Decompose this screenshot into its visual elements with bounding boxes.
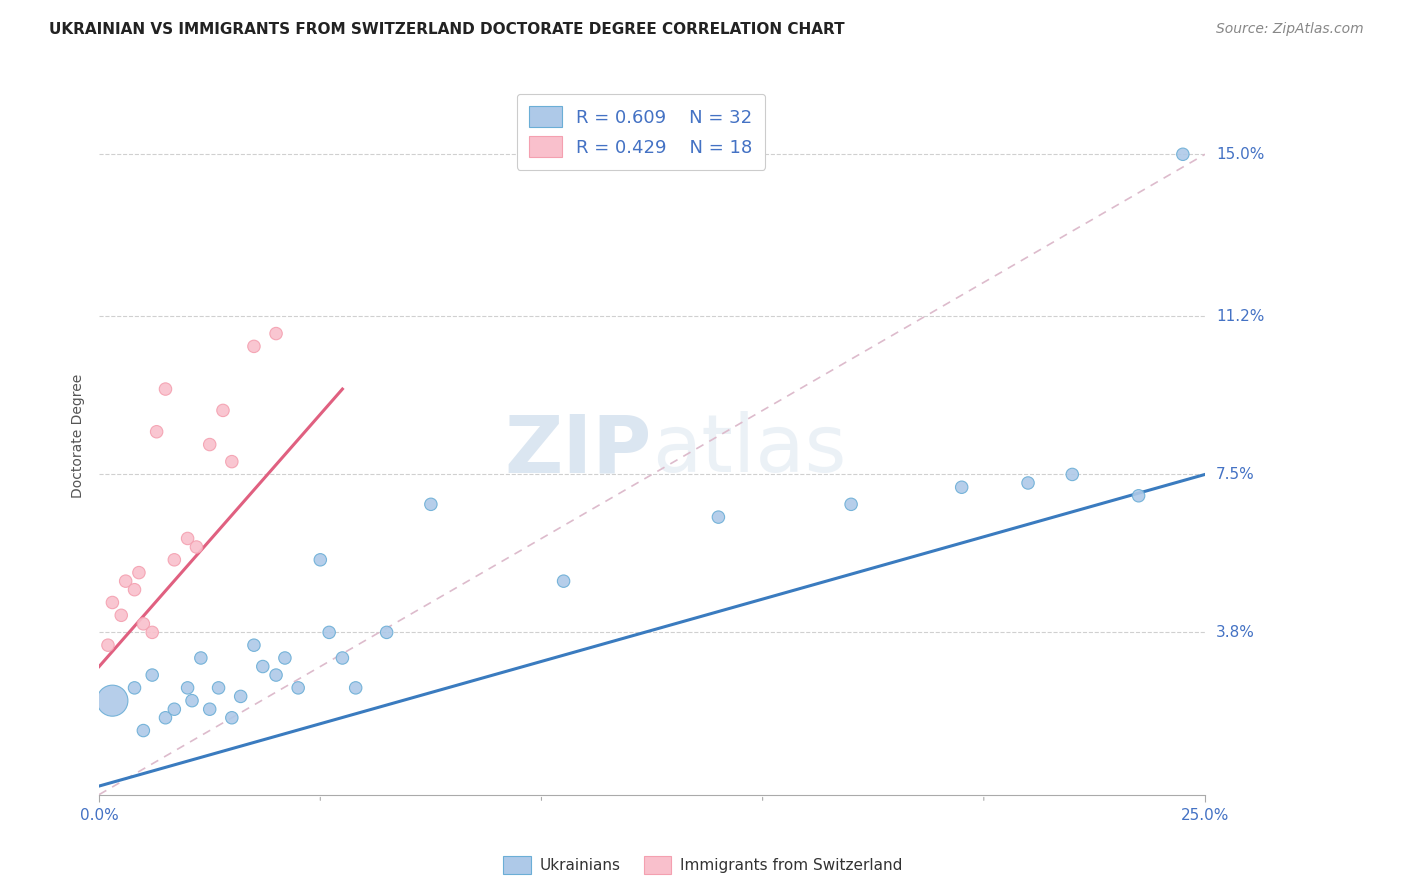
Text: ZIP: ZIP — [505, 411, 652, 490]
Point — [163, 702, 186, 716]
Point — [264, 326, 287, 341]
Point — [114, 574, 136, 589]
Point — [221, 455, 243, 469]
Point — [101, 595, 124, 609]
Point — [332, 651, 354, 665]
Point — [229, 690, 252, 704]
Text: 7.5%: 7.5% — [1216, 467, 1254, 482]
Point — [190, 651, 212, 665]
Point — [274, 651, 297, 665]
Y-axis label: Doctorate Degree: Doctorate Degree — [72, 374, 86, 498]
Point — [97, 638, 120, 652]
Point — [1171, 147, 1194, 161]
Point — [419, 497, 441, 511]
Point — [344, 681, 367, 695]
Point — [221, 711, 243, 725]
Point — [132, 723, 155, 738]
Point — [287, 681, 309, 695]
Point — [124, 681, 146, 695]
Point — [1128, 489, 1150, 503]
Point — [128, 566, 150, 580]
Point — [198, 437, 221, 451]
Point — [155, 382, 177, 396]
Text: 3.8%: 3.8% — [1216, 625, 1256, 640]
Point — [839, 497, 862, 511]
Point — [141, 625, 163, 640]
Legend: R = 0.609    N = 32, R = 0.429    N = 18: R = 0.609 N = 32, R = 0.429 N = 18 — [517, 94, 765, 169]
Point — [553, 574, 575, 589]
Point — [318, 625, 340, 640]
Point — [176, 532, 198, 546]
Point — [1062, 467, 1084, 482]
Point — [375, 625, 398, 640]
Point — [207, 681, 229, 695]
Point — [950, 480, 973, 494]
Point — [145, 425, 167, 439]
Point — [212, 403, 235, 417]
Point — [132, 616, 155, 631]
Point — [252, 659, 274, 673]
Text: atlas: atlas — [652, 411, 846, 490]
Point — [176, 681, 198, 695]
Point — [141, 668, 163, 682]
Point — [309, 553, 332, 567]
Point — [198, 702, 221, 716]
Point — [243, 339, 266, 353]
Legend: Ukrainians, Immigrants from Switzerland: Ukrainians, Immigrants from Switzerland — [498, 850, 908, 880]
Point — [181, 694, 204, 708]
Point — [110, 608, 132, 623]
Point — [163, 553, 186, 567]
Point — [101, 694, 124, 708]
Point — [155, 711, 177, 725]
Text: 15.0%: 15.0% — [1216, 147, 1264, 161]
Point — [243, 638, 266, 652]
Text: UKRAINIAN VS IMMIGRANTS FROM SWITZERLAND DOCTORATE DEGREE CORRELATION CHART: UKRAINIAN VS IMMIGRANTS FROM SWITZERLAND… — [49, 22, 845, 37]
Point — [124, 582, 146, 597]
Point — [186, 540, 208, 554]
Point — [707, 510, 730, 524]
Point — [1017, 475, 1039, 490]
Text: 11.2%: 11.2% — [1216, 309, 1264, 324]
Point — [264, 668, 287, 682]
Text: Source: ZipAtlas.com: Source: ZipAtlas.com — [1216, 22, 1364, 37]
